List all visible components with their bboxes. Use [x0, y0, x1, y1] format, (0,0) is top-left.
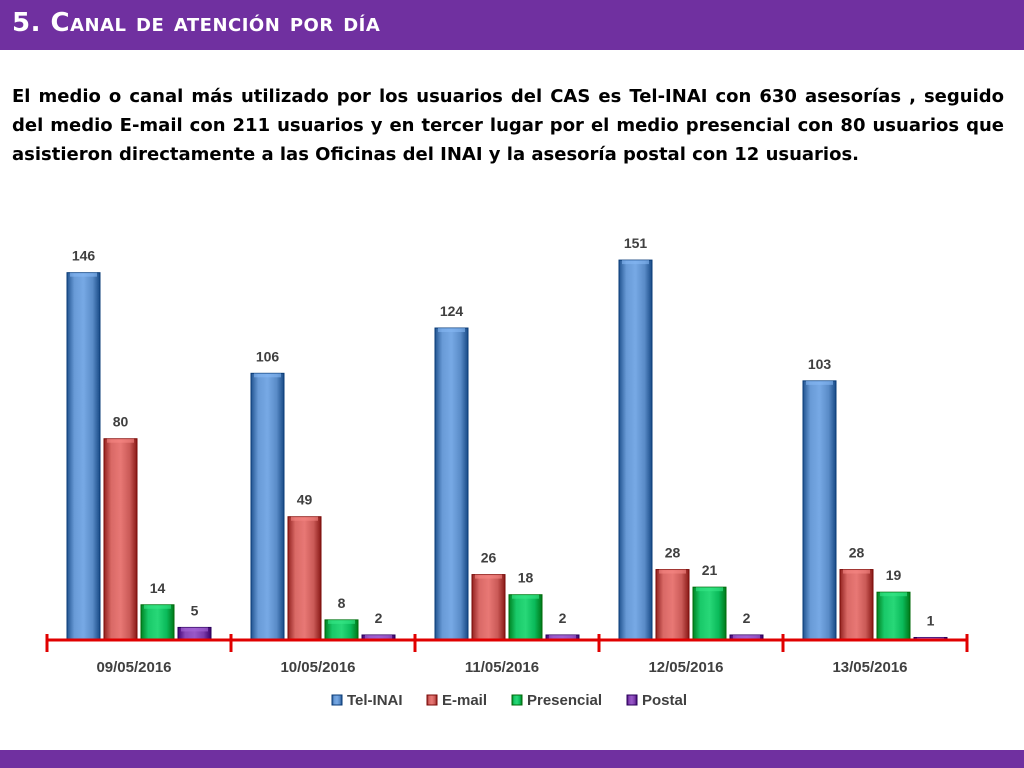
- bar-cap: [291, 516, 318, 521]
- x-tick-label: 09/05/2016: [96, 659, 171, 676]
- data-label: 1: [927, 612, 935, 628]
- bar-presencial-5: [876, 591, 911, 641]
- x-tick-label: 11/05/2016: [465, 659, 539, 676]
- data-label: 2: [743, 610, 751, 626]
- legend-swatch-e-mail: [426, 694, 438, 706]
- bar-cap: [512, 594, 539, 599]
- data-label: 19: [886, 567, 902, 583]
- data-label: 5: [191, 602, 199, 618]
- bar-presencial-4: [692, 586, 727, 641]
- data-label: 8: [338, 595, 346, 611]
- data-label: 18: [518, 570, 534, 586]
- data-label: 28: [849, 545, 865, 561]
- data-label: 124: [440, 303, 464, 319]
- data-label: 103: [808, 356, 832, 372]
- bar-e-mail-3: [471, 574, 506, 641]
- data-label: 28: [665, 545, 681, 561]
- legend-swatch-presencial: [511, 694, 523, 706]
- bar-tel-inai-2: [250, 372, 285, 641]
- bar-e-mail-4: [655, 569, 690, 641]
- data-label: 14: [150, 580, 166, 596]
- x-tick-label: 12/05/2016: [648, 659, 723, 676]
- bar-tel-inai-1: [66, 272, 101, 641]
- data-label: 151: [624, 235, 648, 251]
- legend-label: Tel-INAI: [347, 692, 403, 709]
- data-label: 146: [72, 248, 96, 264]
- legend-swatch-tel-inai: [331, 694, 343, 706]
- bar-cap: [144, 604, 171, 609]
- x-tick-label: 13/05/2016: [832, 659, 907, 676]
- legend-label: Postal: [642, 692, 687, 709]
- data-label: 26: [481, 550, 497, 566]
- summary-paragraph: El medio o canal más utilizado por los u…: [12, 86, 1004, 165]
- bar-e-mail-5: [839, 569, 874, 641]
- bar-cap: [70, 272, 97, 277]
- bar-cap: [659, 569, 686, 574]
- bar-cap: [254, 373, 281, 378]
- bar-presencial-1: [140, 604, 175, 641]
- bar-cap: [806, 380, 833, 385]
- data-label: 49: [297, 492, 313, 508]
- legend-label: E-mail: [442, 692, 487, 709]
- data-label: 2: [559, 610, 567, 626]
- bar-cap: [880, 592, 907, 597]
- bar-cap: [733, 634, 760, 639]
- bar-cap: [549, 634, 576, 639]
- data-label: 21: [702, 562, 718, 578]
- bar-cap: [365, 634, 392, 639]
- bar-tel-inai-4: [618, 259, 653, 641]
- bar-cap: [696, 587, 723, 592]
- bar-cap: [843, 569, 870, 574]
- legend-label: Presencial: [527, 692, 602, 709]
- bar-chart: 146 80 14 5 09/05/2016 106 49 8 2 10/05/2016 124 26…: [45, 235, 969, 709]
- x-tick-label: 10/05/2016: [280, 659, 355, 676]
- bar-cap: [438, 328, 465, 333]
- bar-cap: [107, 438, 134, 443]
- footer-bar: [0, 750, 1024, 768]
- bar-cap: [181, 627, 208, 632]
- bar-cap: [475, 574, 502, 579]
- bar-tel-inai-3: [434, 327, 469, 641]
- bar-e-mail-1: [103, 438, 138, 641]
- chart-container: 146 80 14 5 09/05/2016 106 49 8 2 10/05/2016 124 26…: [0, 195, 1024, 740]
- data-label: 2: [375, 610, 383, 626]
- bar-presencial-3: [508, 594, 543, 641]
- title-bar: 5. Canal de atención por día: [0, 0, 1024, 50]
- slide-title: 5. Canal de atención por día: [12, 8, 381, 38]
- data-label: 80: [113, 414, 129, 430]
- bar-e-mail-2: [287, 516, 322, 641]
- bar-tel-inai-5: [802, 380, 837, 641]
- legend-swatch-postal: [626, 694, 638, 706]
- data-label: 106: [256, 348, 280, 364]
- bar-cap: [622, 260, 649, 265]
- bar-cap: [328, 619, 355, 624]
